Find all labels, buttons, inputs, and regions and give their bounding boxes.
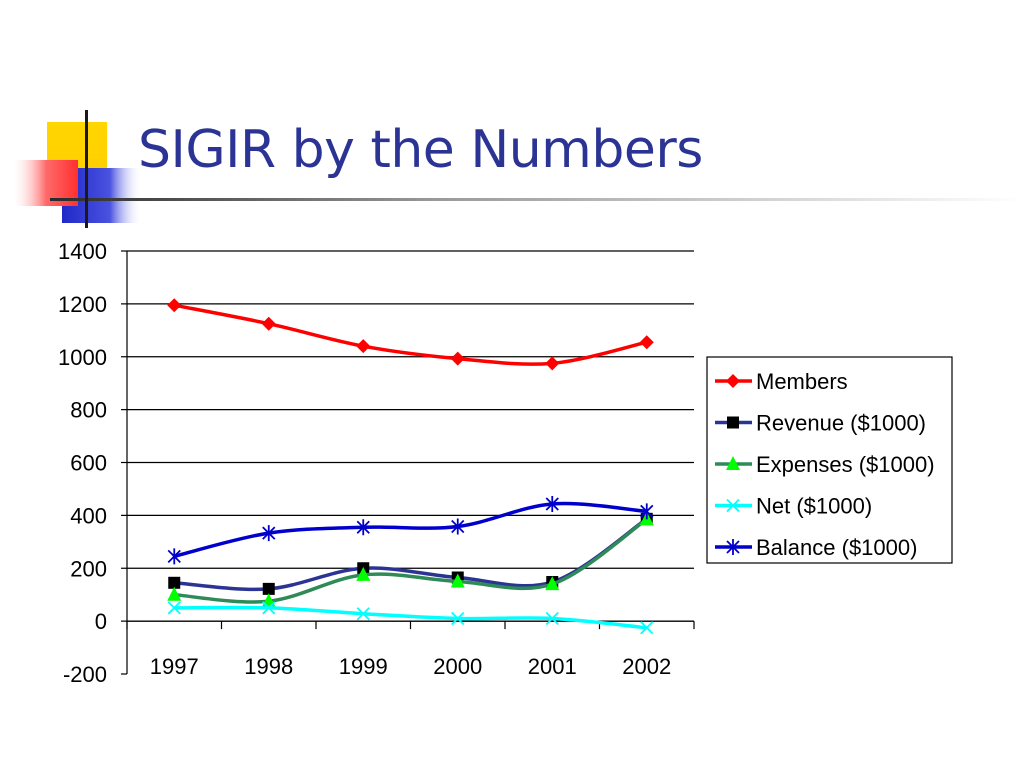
data-point <box>167 586 182 601</box>
series-line <box>174 517 648 604</box>
data-point <box>168 576 181 589</box>
data-point <box>640 621 654 635</box>
legend-item: Expenses ($1000) <box>715 452 935 477</box>
legend-box <box>706 356 953 564</box>
data-point <box>727 416 739 429</box>
data-point <box>262 601 276 615</box>
series-line <box>173 303 648 366</box>
legend-label: Balance ($1000) <box>756 535 917 560</box>
data-point <box>167 601 181 615</box>
data-point <box>167 298 182 313</box>
data-point <box>640 503 654 520</box>
x-tick-label: 1997 <box>150 654 199 679</box>
legend-label: Revenue ($1000) <box>756 411 926 436</box>
data-point <box>356 339 371 354</box>
data-point <box>545 576 560 591</box>
data-point <box>450 351 465 366</box>
data-point <box>356 607 370 621</box>
series-line <box>173 501 647 559</box>
y-tick-label: 400 <box>70 503 107 528</box>
y-tick-label: 0 <box>95 609 107 634</box>
x-tick-label: 2002 <box>622 654 671 679</box>
x-tick-label: 1998 <box>244 654 293 679</box>
y-tick-label: 200 <box>70 556 107 581</box>
data-point <box>167 548 181 565</box>
data-point <box>451 518 465 535</box>
y-tick-label: -200 <box>63 662 107 687</box>
legend-label: Expenses ($1000) <box>756 452 935 477</box>
legend-item: Revenue ($1000) <box>715 411 926 436</box>
data-point <box>450 573 465 588</box>
data-point <box>356 519 370 536</box>
data-point <box>726 374 740 388</box>
data-point <box>639 335 654 350</box>
data-point <box>726 456 740 470</box>
legend-item: Members <box>715 369 848 394</box>
slide-title: SIGIR by the Numbers <box>138 120 703 180</box>
y-tick-label: 1200 <box>58 292 107 317</box>
series-line <box>174 605 647 630</box>
x-tick-label: 2001 <box>528 654 577 679</box>
data-point <box>545 496 559 513</box>
deco-vertical-line <box>85 110 88 228</box>
y-tick-label: 1000 <box>58 345 107 370</box>
data-point <box>545 356 560 371</box>
y-tick-label: 800 <box>70 398 107 423</box>
x-tick-label: 1999 <box>339 654 388 679</box>
x-tick-label: 2000 <box>433 654 482 679</box>
data-point <box>545 611 559 626</box>
title-decoration <box>14 110 1024 228</box>
data-point <box>262 525 276 542</box>
data-point <box>356 566 371 581</box>
y-tick-label: 600 <box>70 451 107 476</box>
y-tick-label: 1400 <box>58 239 107 264</box>
data-point <box>726 498 740 513</box>
legend-label: Members <box>756 369 848 394</box>
data-point <box>726 539 740 555</box>
legend-item: Net ($1000) <box>715 494 872 519</box>
legend-label: Net ($1000) <box>756 494 872 519</box>
legend-item: Balance ($1000) <box>715 535 917 560</box>
deco-horizontal-line <box>50 198 1024 201</box>
data-point <box>451 611 465 626</box>
data-point <box>261 316 276 331</box>
data-point <box>262 582 275 595</box>
